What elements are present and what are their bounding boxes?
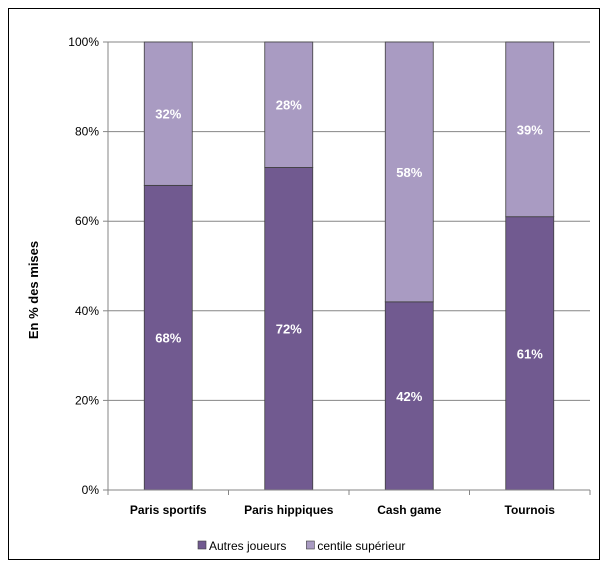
x-category-label: Paris hippiques [244, 503, 334, 517]
y-tick-label: 0% [82, 483, 100, 497]
data-label: 61% [517, 346, 543, 361]
x-category-label: Tournois [505, 503, 556, 517]
legend: Autres joueurs centile supérieur [197, 539, 405, 553]
data-label: 28% [276, 98, 302, 113]
y-tick-label: 60% [75, 214, 99, 228]
y-tick-label: 20% [75, 393, 99, 407]
data-label: 58% [396, 165, 422, 180]
data-label: 72% [276, 322, 302, 337]
axes: 0% 20% 40% 60% 80% 100% Paris sportifs Paris hi… [68, 35, 591, 517]
y-tick-label: 100% [68, 35, 99, 49]
bar-segment [505, 216, 555, 491]
bar-segment [143, 41, 193, 186]
x-category-label: Paris sportifs [130, 503, 207, 517]
y-axis-title: En % des mises [26, 241, 41, 339]
legend-swatch [306, 540, 315, 550]
data-label: 39% [517, 122, 543, 137]
x-category-label: Cash game [377, 503, 441, 517]
data-label: 32% [155, 107, 181, 122]
legend-swatch [197, 540, 207, 550]
data-label: 68% [155, 331, 181, 346]
y-tick-label: 40% [75, 304, 99, 318]
bar-segment [384, 41, 434, 303]
y-tick-label: 80% [75, 125, 99, 139]
bar-segment [505, 41, 555, 218]
bar-segment [264, 41, 314, 168]
legend-label: Autres joueurs [209, 539, 286, 553]
data-label: 42% [396, 389, 422, 404]
legend-label: centile supérieur [317, 539, 405, 553]
bars: 68% 32% 72% 28% 42% 58% 61% 39% [143, 41, 555, 491]
